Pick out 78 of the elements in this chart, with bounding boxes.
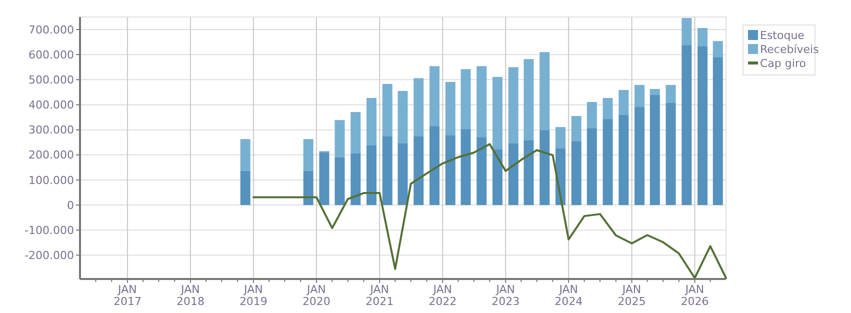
line-series <box>252 143 727 279</box>
bar <box>540 52 550 130</box>
y-tick-label: 200.000 <box>28 148 74 162</box>
bar <box>555 127 566 148</box>
legend-label: Recebíveis <box>760 43 820 56</box>
x-tick-label: JAN 2025 <box>618 283 646 308</box>
bar <box>382 84 392 136</box>
bar <box>303 139 314 171</box>
bar <box>334 157 345 206</box>
bar <box>634 84 645 108</box>
bar <box>445 82 456 136</box>
y-tick-label: 300.000 <box>28 124 74 137</box>
bar <box>334 120 345 158</box>
legend-label: Estoque <box>760 29 805 42</box>
x-tick-label: JAN 2023 <box>492 283 520 308</box>
bar <box>666 84 676 103</box>
x-tick-label: JAN 2020 <box>302 283 330 308</box>
y-tick-label: 500.000 <box>28 74 74 87</box>
bar <box>524 140 534 206</box>
bar <box>682 18 692 46</box>
bar <box>460 129 471 206</box>
bar <box>540 130 550 206</box>
x-tick-label: JAN 2026 <box>680 283 709 308</box>
bar <box>634 107 645 206</box>
y-tick-label: 600.000 <box>28 48 74 62</box>
bar <box>398 143 408 206</box>
bar <box>586 102 597 128</box>
bar <box>460 69 471 130</box>
bar <box>618 90 629 116</box>
bar <box>602 119 613 206</box>
y-tick-label: 400.000 <box>28 98 74 112</box>
bar <box>366 98 377 146</box>
bar <box>492 76 502 150</box>
bar <box>508 143 518 206</box>
bar <box>366 145 377 206</box>
bar <box>303 170 314 206</box>
bar <box>382 136 392 206</box>
bar <box>698 46 708 206</box>
y-tick-label: -200.000 <box>24 249 74 262</box>
y-tick-label: 100.000 <box>28 174 74 187</box>
bar <box>666 102 676 206</box>
bar <box>319 152 330 206</box>
bar <box>350 112 361 154</box>
bar <box>445 135 456 206</box>
bar <box>571 116 582 142</box>
bar <box>712 57 723 206</box>
x-tick-label: JAN 2024 <box>554 283 583 308</box>
bar <box>712 41 723 58</box>
bar <box>698 28 708 46</box>
bar <box>350 153 361 206</box>
x-tick-label: JAN 2022 <box>428 283 457 308</box>
bar <box>650 94 660 206</box>
y-tick-label: 0 <box>67 198 74 212</box>
x-tick-label: JAN 2017 <box>113 283 142 308</box>
bar <box>682 45 692 206</box>
bar <box>586 128 597 206</box>
y-tick-label: -100.000 <box>24 224 74 237</box>
x-tick-label: JAN 2021 <box>366 283 394 308</box>
x-tick-label: JAN 2018 <box>176 283 204 308</box>
bar <box>240 170 250 206</box>
bar <box>476 137 487 206</box>
bar <box>508 67 518 144</box>
bar <box>492 149 502 206</box>
bar <box>571 141 582 206</box>
bar <box>524 59 534 140</box>
bar <box>618 115 629 206</box>
bar <box>602 98 613 120</box>
x-tick-label: JAN 2019 <box>239 283 268 308</box>
bar <box>398 90 408 144</box>
legend-label: Cap giro <box>760 57 806 70</box>
bar <box>650 88 660 95</box>
y-tick-label: 700.000 <box>28 23 74 36</box>
bar <box>476 66 487 138</box>
bar <box>414 78 424 136</box>
bar <box>240 139 250 171</box>
bar <box>429 126 440 206</box>
bar <box>414 136 424 206</box>
bar <box>429 66 440 126</box>
